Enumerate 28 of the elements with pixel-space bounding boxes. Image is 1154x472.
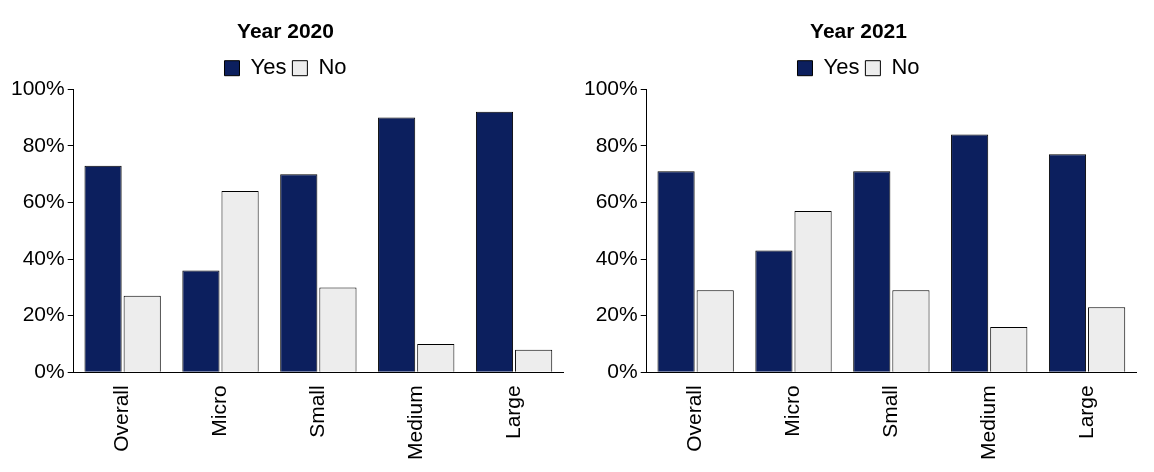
x-tick-label: Medium: [403, 385, 427, 461]
x-tick-label: Medium: [976, 385, 1000, 461]
y-tick-label: 100%: [583, 76, 638, 99]
x-tick-label: Micro: [207, 385, 231, 437]
legend-label: Yes: [823, 54, 860, 80]
chart-title: Year 2020: [237, 19, 334, 43]
legend-label: No: [891, 54, 920, 80]
y-tick-label: 20%: [595, 302, 638, 326]
y-tick-label: 60%: [22, 189, 65, 213]
x-tick-label: Small: [305, 385, 329, 438]
x-tick-label: Overall: [109, 385, 133, 452]
y-tick-label: 100%: [10, 76, 65, 99]
x-tick-label: Small: [878, 385, 902, 438]
legend-label: Yes: [250, 54, 287, 80]
y-tick-label: 0%: [607, 359, 638, 383]
x-tick-label: Large: [500, 385, 524, 440]
y-tick-label: 80%: [595, 132, 638, 156]
y-tick-label: 40%: [595, 245, 638, 269]
y-tick-label: 60%: [595, 189, 638, 213]
y-tick-label: 20%: [22, 302, 65, 326]
chart-title: Year 2021: [810, 19, 908, 43]
x-tick-label: Overall: [682, 385, 706, 452]
y-tick-label: 0%: [34, 359, 65, 383]
y-tick-label: 40%: [22, 245, 65, 269]
legend-label: No: [318, 54, 347, 80]
x-tick-label: Large: [1073, 385, 1097, 440]
y-tick-label: 80%: [22, 132, 65, 156]
x-tick-label: Micro: [780, 385, 804, 437]
